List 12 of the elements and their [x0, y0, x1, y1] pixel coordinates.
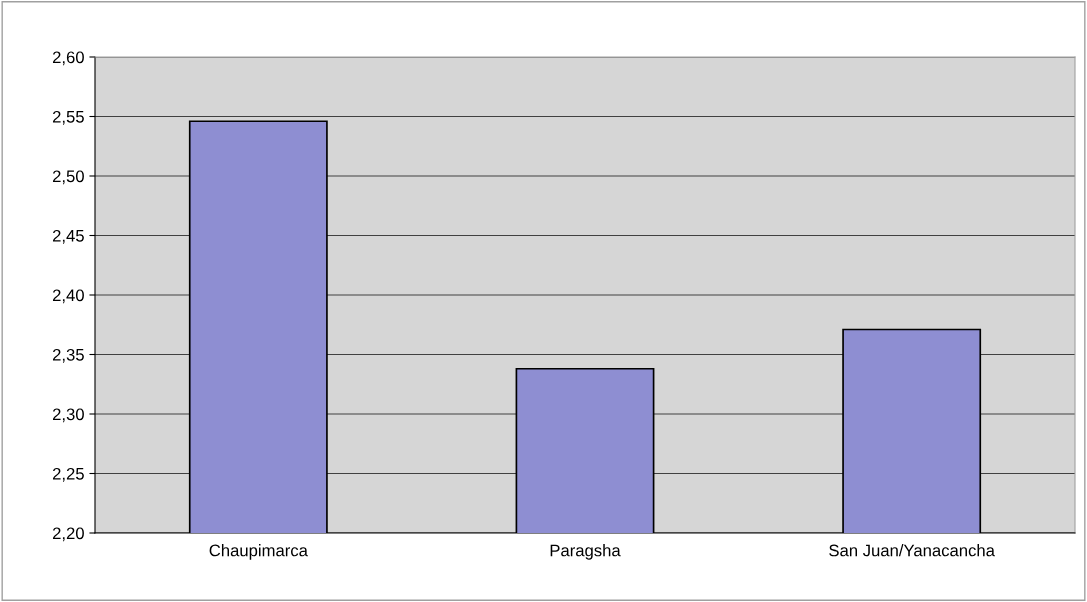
y-tick-label: 2,25: [52, 467, 84, 482]
y-tick-label: 2,35: [52, 348, 84, 363]
y-tick-label: 2,45: [52, 229, 84, 244]
y-tick-label: 2,30: [52, 408, 84, 423]
y-tick-label: 2,60: [52, 51, 84, 66]
y-tick-label: 2,50: [52, 170, 84, 185]
x-tick-label: Chaupimarca: [209, 544, 308, 560]
x-tick-label: San Juan/Yanacancha: [829, 544, 995, 557]
x-tick-label: Paragsha: [550, 544, 621, 560]
y-tick-label: 2,20: [52, 527, 84, 542]
y-tick-label: 2,55: [52, 110, 84, 125]
y-tick-label: 2,40: [52, 289, 84, 304]
